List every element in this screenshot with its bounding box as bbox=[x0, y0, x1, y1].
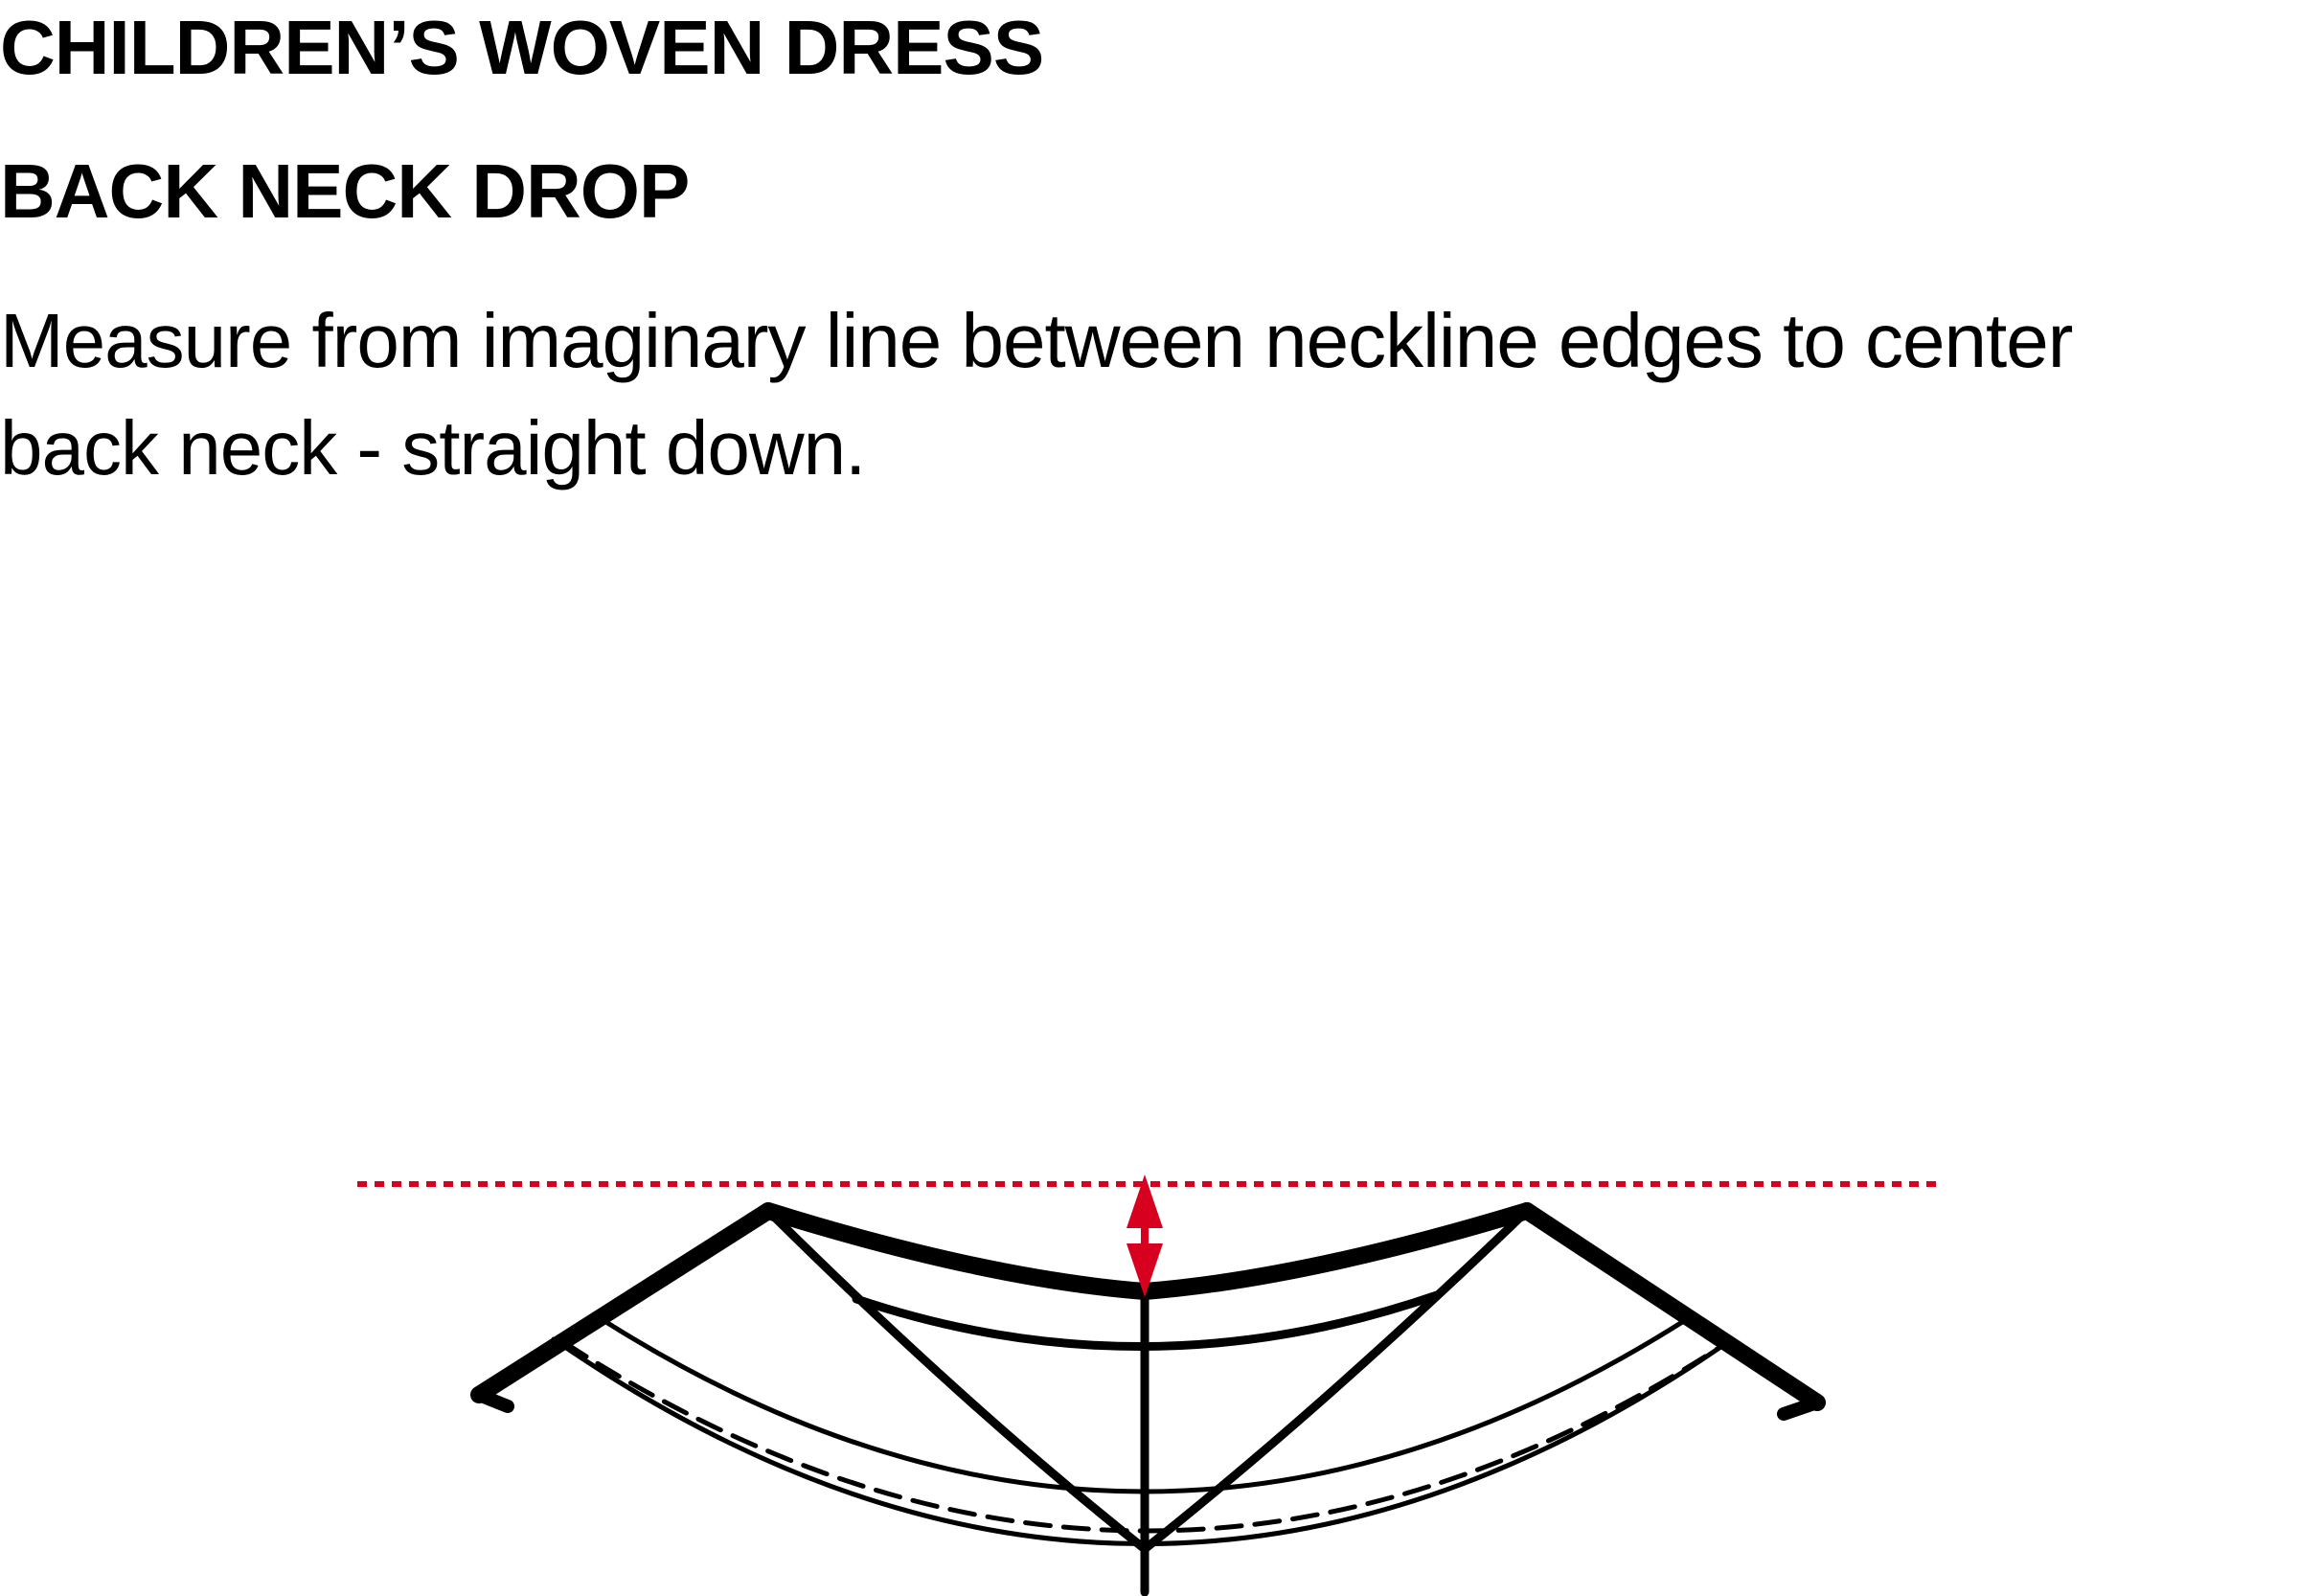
drop-arrow-head-up bbox=[1127, 1174, 1163, 1228]
left-yoke-seam bbox=[763, 1206, 1150, 1554]
right-yoke-seam bbox=[1140, 1206, 1532, 1554]
page-title: CHILDREN’S WOVEN DRESS bbox=[0, 5, 1044, 90]
garment-outline bbox=[470, 1202, 1826, 1596]
measurement-instructions: Measure from imaginary line between neck… bbox=[0, 298, 2073, 490]
measurement-indicator bbox=[357, 1174, 1939, 1297]
measurement-name: BACK NECK DROP bbox=[0, 148, 690, 234]
right-shoulder-tip bbox=[1777, 1396, 1824, 1421]
left-shoulder-tip bbox=[472, 1388, 514, 1413]
left-shoulder-seam bbox=[470, 1202, 777, 1403]
drop-arrow-head-down bbox=[1127, 1243, 1163, 1297]
right-shoulder-seam bbox=[1518, 1202, 1826, 1411]
